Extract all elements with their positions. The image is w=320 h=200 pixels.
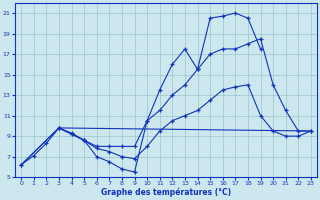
X-axis label: Graphe des températures (°C): Graphe des températures (°C) [101,188,231,197]
